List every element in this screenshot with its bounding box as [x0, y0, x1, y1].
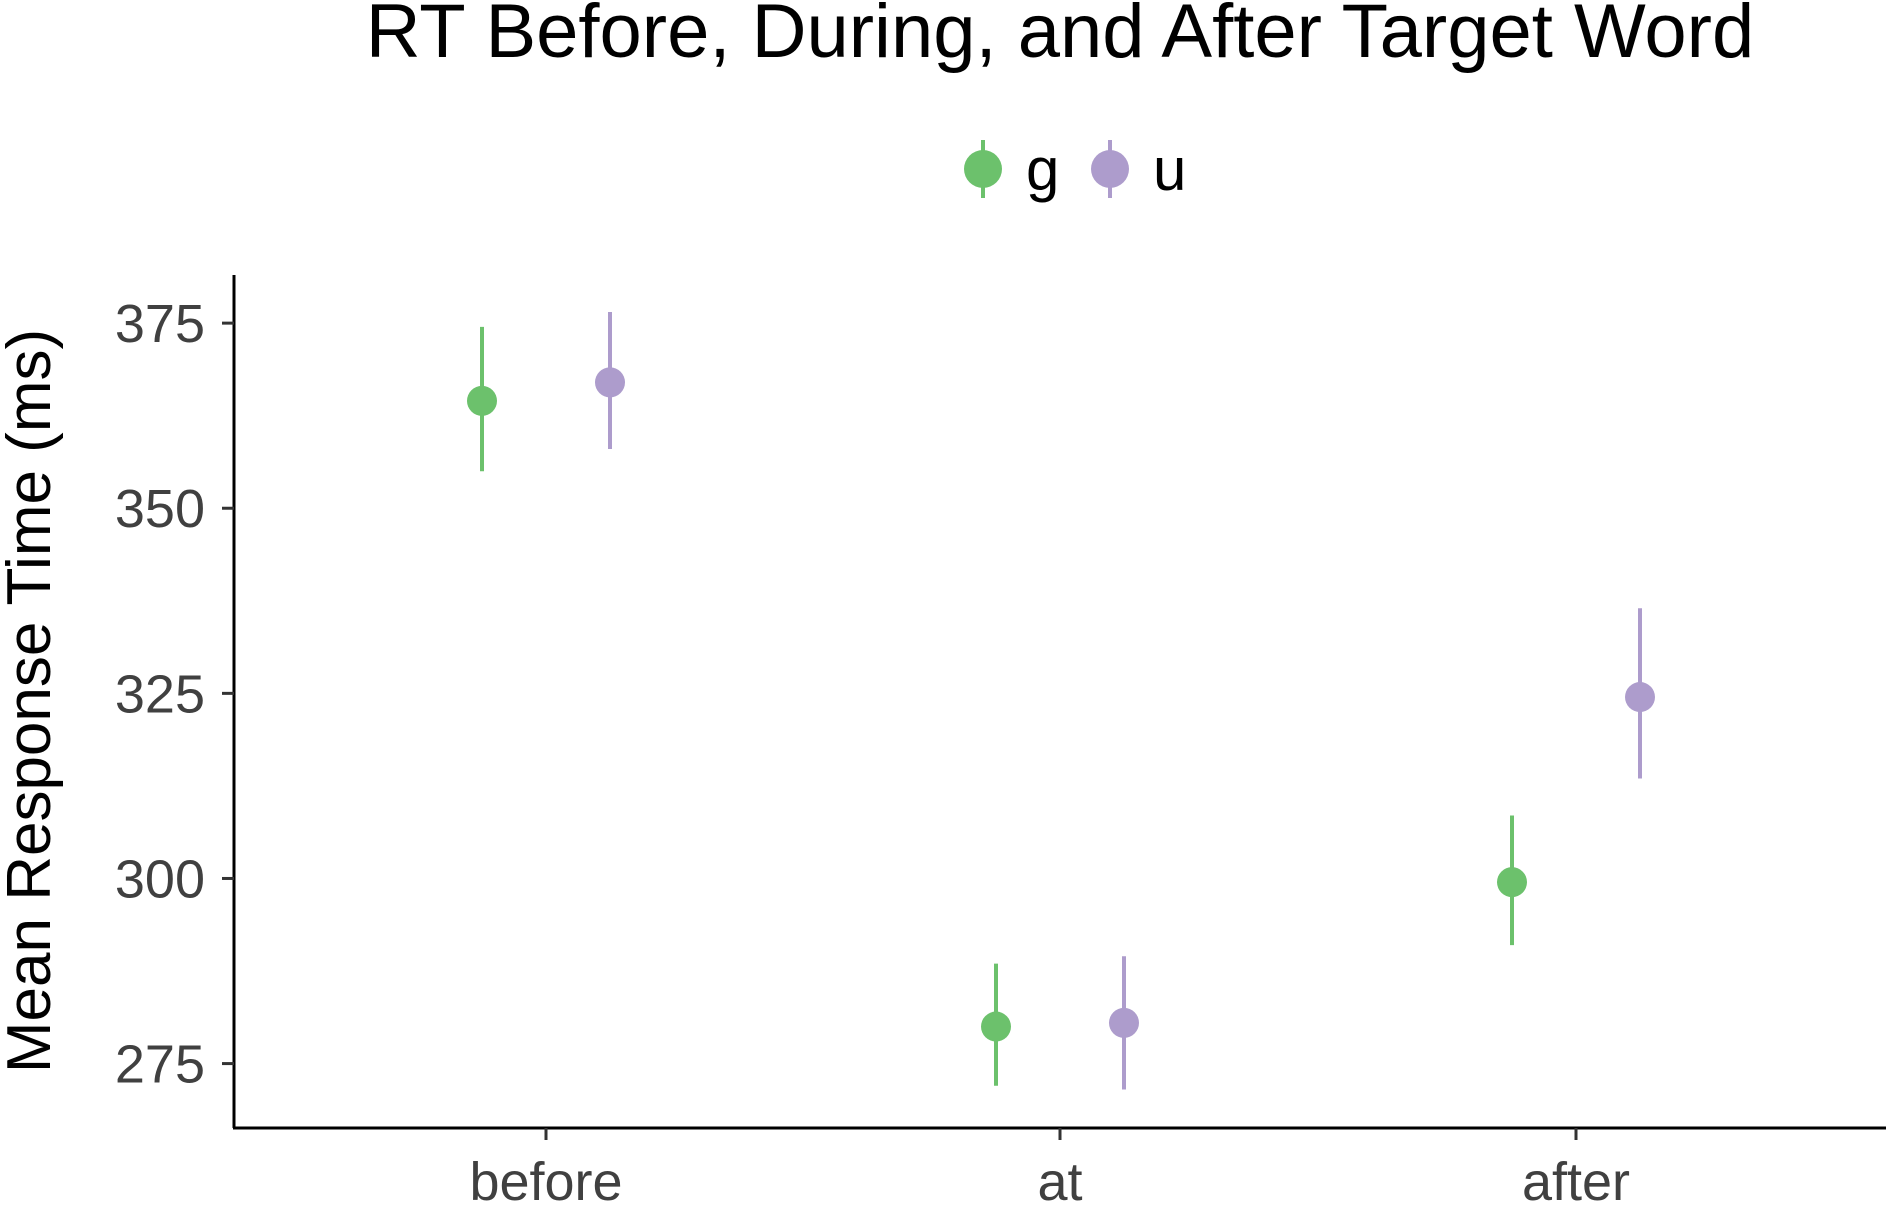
chart-title: RT Before, During, and After Target Word [366, 0, 1754, 74]
point-g-before [467, 385, 497, 416]
series-g [467, 326, 1527, 1086]
y-tick-label: 350 [115, 479, 205, 539]
y-tick-label: 275 [115, 1035, 205, 1095]
legend-item-g: g [964, 136, 1059, 203]
y-tick-label: 300 [115, 849, 205, 909]
x-tick-label-before: before [469, 1152, 622, 1205]
y-tick-label: 325 [115, 664, 205, 724]
y-axis: 275 300 325 350 375 [115, 275, 236, 1128]
x-tick-label-after: after [1522, 1152, 1630, 1205]
legend-item-u: u [1091, 136, 1186, 203]
y-tick-label: 375 [115, 294, 205, 354]
x-tick-label-at: at [1037, 1152, 1082, 1205]
series-u [595, 312, 1655, 1090]
x-axis: before at after [233, 1126, 1886, 1205]
plot-area [467, 312, 1655, 1090]
point-u-at [1109, 1007, 1139, 1038]
point-u-after [1625, 682, 1655, 713]
y-axis-title: Mean Response Time (ms) [0, 329, 64, 1073]
legend-marker-g [964, 150, 1002, 188]
legend-label-g: g [1026, 136, 1059, 203]
point-g-at [981, 1011, 1011, 1042]
point-u-before [595, 367, 625, 398]
legend-label-u: u [1153, 136, 1186, 203]
legend-marker-u [1091, 150, 1129, 188]
point-g-after [1497, 867, 1527, 898]
legend: g u [964, 136, 1186, 203]
